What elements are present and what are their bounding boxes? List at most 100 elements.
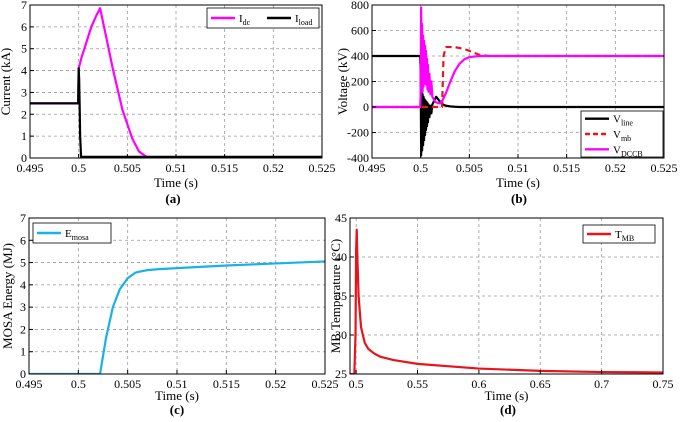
legend-label-main: I xyxy=(295,13,299,25)
series-line-VDCCB xyxy=(372,6,664,109)
series-line-Emosa xyxy=(29,260,325,374)
y-tick-label: 200 xyxy=(351,75,369,89)
legend-label-main: I xyxy=(239,13,243,25)
y-axis-label: Voltage (kV) xyxy=(335,48,350,115)
y-tick-label: 3 xyxy=(21,85,27,99)
y-tick-label: 0 xyxy=(20,367,26,381)
legend-label-main: V xyxy=(613,129,621,141)
x-tick-label: 0.495 xyxy=(16,377,43,391)
x-tick-label: 0.515 xyxy=(211,161,238,175)
panel-caption: (c) xyxy=(170,402,184,417)
y-tick-label: 1 xyxy=(20,345,26,359)
y-tick-label: 3 xyxy=(20,300,26,314)
legend-box xyxy=(582,224,656,244)
y-tick-label: 800 xyxy=(351,0,369,12)
legend-box xyxy=(206,7,320,29)
y-axis-label: MOSA Energy (MJ) xyxy=(0,243,15,349)
x-tick-label: 0.505 xyxy=(114,161,141,175)
series-line-TMB xyxy=(350,228,663,374)
legend: TMB xyxy=(582,224,656,244)
y-tick-label: -400 xyxy=(347,151,369,165)
x-tick-label: 0.515 xyxy=(213,377,240,391)
legend-label-sub: MB xyxy=(622,234,634,243)
y-tick-label: 5 xyxy=(20,256,26,270)
x-axis-label: Time (s) xyxy=(155,388,199,403)
x-axis-label: Time (s) xyxy=(485,388,529,403)
chart-c: 0.495 0.5 0.505 0.51 0.515 0.52 0.525 0 1 2 3 4 5 6 7 T… xyxy=(0,211,339,417)
x-tick-label: 0.51 xyxy=(166,161,187,175)
x-tick-label: 0.51 xyxy=(508,161,529,175)
y-tick-label: 30 xyxy=(335,328,347,342)
panel-caption: (a) xyxy=(165,191,180,206)
legend-label-sub: mb xyxy=(621,134,631,143)
y-tick-label: 35 xyxy=(335,289,347,303)
x-tick-label: 0.51 xyxy=(167,377,188,391)
x-tick-label: 0.525 xyxy=(309,161,336,175)
legend-label-sub: dc xyxy=(243,18,251,27)
y-tick-label: 2 xyxy=(21,107,27,121)
y-tick-label: 400 xyxy=(351,49,369,63)
legend-label-TMB: TMB xyxy=(615,229,634,243)
y-tick-label: 7 xyxy=(21,0,27,12)
legend-label-Idc: Idc xyxy=(239,13,251,27)
x-tick-label: 0.52 xyxy=(263,161,284,175)
x-tick-label: 0.52 xyxy=(605,161,626,175)
y-tick-label: 5 xyxy=(21,42,27,56)
legend-label-Iload: Iload xyxy=(295,13,312,27)
x-tick-label: 0.495 xyxy=(359,161,386,175)
x-tick-label: 0.6 xyxy=(471,377,486,391)
y-tick-label: 7 xyxy=(20,211,26,225)
y-tick-label: 6 xyxy=(20,233,26,247)
y-tick-label: 1 xyxy=(21,129,27,143)
legend-label-Vmb: Vmb xyxy=(613,129,631,143)
legend-label-main: V xyxy=(613,114,621,126)
chart-a: 0.495 0.5 0.505 0.51 0.515 0.52 0.525 0 1 2 3 4 5 6 7 T… xyxy=(0,0,336,206)
y-tick-label: 0 xyxy=(21,151,27,165)
legend-label-main: E xyxy=(65,228,72,240)
y-tick-label: 4 xyxy=(20,278,26,292)
series-line-Iload xyxy=(30,67,322,158)
x-axis-label: Time (s) xyxy=(154,175,198,190)
y-tick-label: 2 xyxy=(20,322,26,336)
panel-caption: (b) xyxy=(511,191,527,206)
y-tick-label: -200 xyxy=(347,126,369,140)
series-line-Idc xyxy=(30,7,322,158)
legend-label-sub: load xyxy=(299,18,313,27)
x-tick-label: 0.505 xyxy=(456,161,483,175)
legend: Emosa xyxy=(32,222,112,244)
legend-label-main: V xyxy=(613,144,621,156)
y-tick-label: 0 xyxy=(363,100,369,114)
x-tick-label: 0.5 xyxy=(349,377,364,391)
series-line-Vline xyxy=(372,54,664,157)
y-tick-label: 600 xyxy=(351,24,369,38)
x-tick-label: 0.7 xyxy=(594,377,609,391)
panel-caption: (d) xyxy=(500,402,516,417)
x-tick-label: 0.525 xyxy=(651,161,678,175)
legend: Idc Iload xyxy=(206,7,320,29)
legend-box xyxy=(32,222,112,244)
x-tick-label: 0.5 xyxy=(413,161,428,175)
x-tick-label: 0.65 xyxy=(530,377,551,391)
y-tick-label: 4 xyxy=(21,64,27,78)
x-tick-label: 0.5 xyxy=(71,377,86,391)
legend-label-sub: DCCB xyxy=(621,149,643,158)
x-tick-label: 0.515 xyxy=(553,161,580,175)
legend-label-VDCCB: VDCCB xyxy=(613,144,643,158)
legend-label-Vline: Vline xyxy=(613,114,633,128)
y-axis-label: Current (kA) xyxy=(0,48,13,116)
legend-label-sub: mosa xyxy=(72,233,89,242)
y-tick-label: 40 xyxy=(335,250,347,264)
legend-label-Emosa: Emosa xyxy=(65,228,89,242)
y-tick-label: 25 xyxy=(335,367,347,381)
x-tick-label: 0.495 xyxy=(17,161,44,175)
chart-d: 0.5 0.55 0.6 0.65 0.7 0.75 25 30 35 40 45 Time (s) M… xyxy=(328,211,674,417)
x-tick-label: 0.505 xyxy=(114,377,141,391)
legend-label-sub: line xyxy=(621,119,633,128)
chart-b: 0.495 0.5 0.505 0.51 0.515 0.52 0.525 -400 -200 0… xyxy=(335,0,678,206)
x-tick-label: 0.55 xyxy=(407,377,428,391)
legend-label-main: T xyxy=(615,229,622,241)
x-tick-label: 0.5 xyxy=(71,161,86,175)
x-tick-label: 0.52 xyxy=(265,377,286,391)
